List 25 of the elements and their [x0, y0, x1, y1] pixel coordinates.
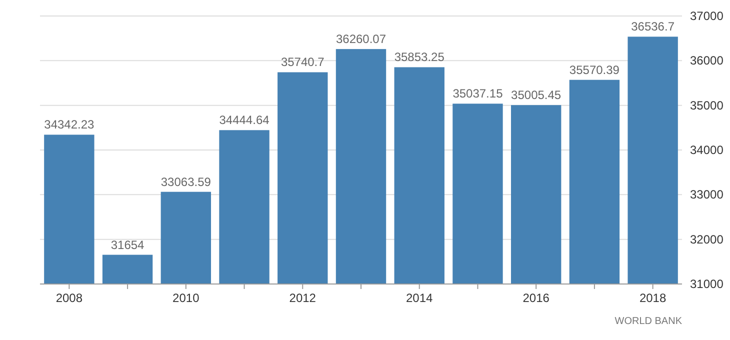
x-tick-label: 2010 [172, 291, 200, 305]
data-label: 35037.15 [452, 86, 504, 101]
data-label: 33063.59 [160, 174, 212, 189]
x-tick-label: 2012 [289, 291, 316, 305]
x-tick-label: 2014 [406, 291, 434, 305]
y-tick-label: 33000 [690, 188, 724, 202]
x-tick-label: 2008 [56, 291, 83, 305]
data-label: 34444.64 [219, 113, 270, 128]
y-tick-label: 32000 [690, 232, 724, 246]
text: WORLD BANK [614, 316, 682, 327]
y-tick-label: 34000 [690, 143, 724, 157]
y-tick-label: 35000 [690, 98, 724, 112]
data-label: 31654 [110, 238, 145, 252]
data-label: 36536.7 [631, 20, 675, 34]
data-label: 36260.07 [336, 32, 386, 46]
data-label: 35853.25 [394, 50, 445, 64]
data-label: 35740.7 [280, 55, 325, 70]
data-label: 34342.23 [44, 118, 95, 132]
y-tick-label: 31000 [690, 277, 724, 291]
x-tick-label: 2016 [522, 291, 550, 305]
x-tick-label: 2018 [639, 291, 666, 305]
y-tick-label: 37000 [690, 9, 724, 23]
data-label: 35005.45 [511, 88, 562, 102]
data-label: 35570.39 [569, 62, 620, 77]
y-tick-label: 36000 [690, 54, 724, 68]
